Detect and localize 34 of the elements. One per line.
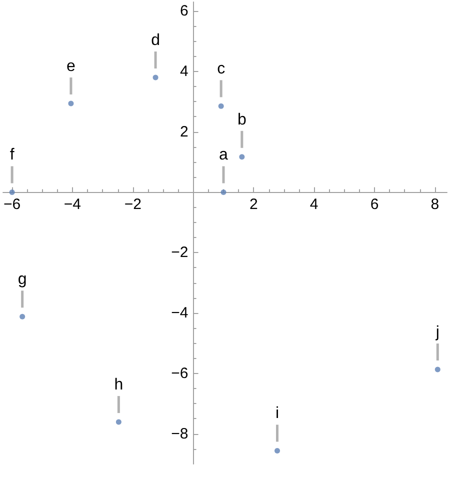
point	[220, 189, 226, 195]
y-tick-label: −2	[171, 244, 188, 262]
annotation: e	[66, 58, 76, 75]
annotation: a	[219, 146, 228, 164]
y-tick-label: 2	[180, 123, 188, 140]
annotation: b	[237, 111, 246, 128]
x-tick-label: 4	[310, 196, 318, 214]
x-tick-label: 6	[370, 196, 379, 214]
x-tick-label: 8	[430, 196, 440, 214]
x-tick-label: 2	[250, 196, 258, 214]
point	[9, 189, 15, 195]
y-tick-label: 4	[180, 62, 188, 80]
x-tick-label: −4	[64, 196, 82, 214]
point	[434, 366, 440, 372]
annotation: j	[434, 324, 440, 341]
point	[274, 448, 280, 454]
x-tick-label: −6	[4, 196, 21, 214]
y-tick-label: −4	[171, 304, 188, 322]
x-tick-label: −2	[124, 196, 142, 214]
annotation: g	[18, 271, 27, 288]
annotation: f	[10, 146, 15, 164]
y-tick-label: −8	[171, 425, 188, 442]
y-tick-label: 6	[180, 2, 188, 20]
point	[20, 314, 26, 320]
annotation: d	[151, 32, 160, 49]
point	[68, 100, 74, 106]
point	[218, 103, 224, 109]
annotation: h	[114, 376, 124, 394]
point	[116, 419, 122, 425]
point	[239, 154, 245, 160]
annotation: i	[275, 405, 280, 422]
y-tick-label: −6	[171, 364, 188, 382]
annotation: c	[217, 60, 226, 78]
point	[152, 74, 158, 80]
